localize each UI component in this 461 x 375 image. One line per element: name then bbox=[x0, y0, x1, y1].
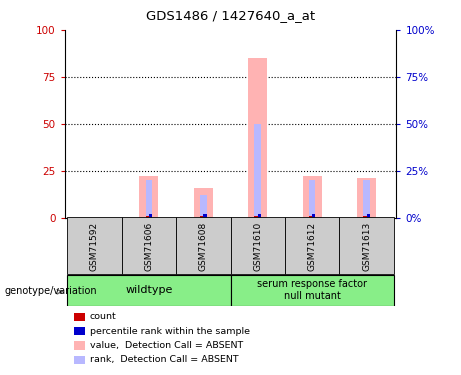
Bar bbox=[176, 217, 230, 274]
Text: percentile rank within the sample: percentile rank within the sample bbox=[90, 327, 250, 336]
Bar bbox=[363, 216, 366, 217]
Text: genotype/variation: genotype/variation bbox=[5, 286, 97, 296]
Bar bbox=[74, 313, 85, 321]
Text: GSM71592: GSM71592 bbox=[90, 222, 99, 271]
Bar bbox=[194, 188, 213, 218]
Bar bbox=[230, 217, 285, 274]
Text: rank,  Detection Call = ABSENT: rank, Detection Call = ABSENT bbox=[90, 355, 238, 364]
Text: GSM71608: GSM71608 bbox=[199, 222, 208, 271]
Bar bbox=[254, 124, 261, 218]
Bar bbox=[200, 195, 207, 217]
Bar bbox=[74, 327, 85, 335]
Bar bbox=[357, 178, 376, 218]
Text: GSM71606: GSM71606 bbox=[144, 222, 154, 271]
Bar bbox=[302, 176, 322, 218]
Bar bbox=[146, 180, 152, 218]
Bar bbox=[146, 216, 149, 217]
Bar bbox=[339, 217, 394, 274]
Text: count: count bbox=[90, 312, 117, 321]
Bar bbox=[122, 217, 176, 274]
Bar bbox=[74, 356, 85, 364]
Text: wildtype: wildtype bbox=[125, 285, 172, 295]
Bar bbox=[363, 180, 370, 218]
Bar bbox=[67, 275, 230, 306]
Text: value,  Detection Call = ABSENT: value, Detection Call = ABSENT bbox=[90, 341, 243, 350]
Text: serum response factor
null mutant: serum response factor null mutant bbox=[257, 279, 367, 301]
Bar bbox=[258, 214, 261, 217]
Bar bbox=[312, 214, 315, 217]
Bar bbox=[285, 217, 339, 274]
Bar bbox=[139, 176, 159, 218]
Bar bbox=[254, 216, 258, 217]
Text: GSM71613: GSM71613 bbox=[362, 222, 371, 271]
Text: GSM71610: GSM71610 bbox=[253, 222, 262, 271]
Bar bbox=[309, 180, 315, 218]
Bar bbox=[230, 275, 394, 306]
Text: GSM71612: GSM71612 bbox=[307, 222, 317, 271]
Bar bbox=[67, 217, 122, 274]
Bar bbox=[200, 216, 203, 217]
Bar bbox=[366, 214, 370, 217]
Bar bbox=[248, 58, 267, 217]
Bar bbox=[203, 214, 207, 217]
Text: GDS1486 / 1427640_a_at: GDS1486 / 1427640_a_at bbox=[146, 9, 315, 22]
Bar bbox=[309, 216, 312, 217]
Bar bbox=[149, 214, 152, 217]
Bar bbox=[74, 341, 85, 350]
